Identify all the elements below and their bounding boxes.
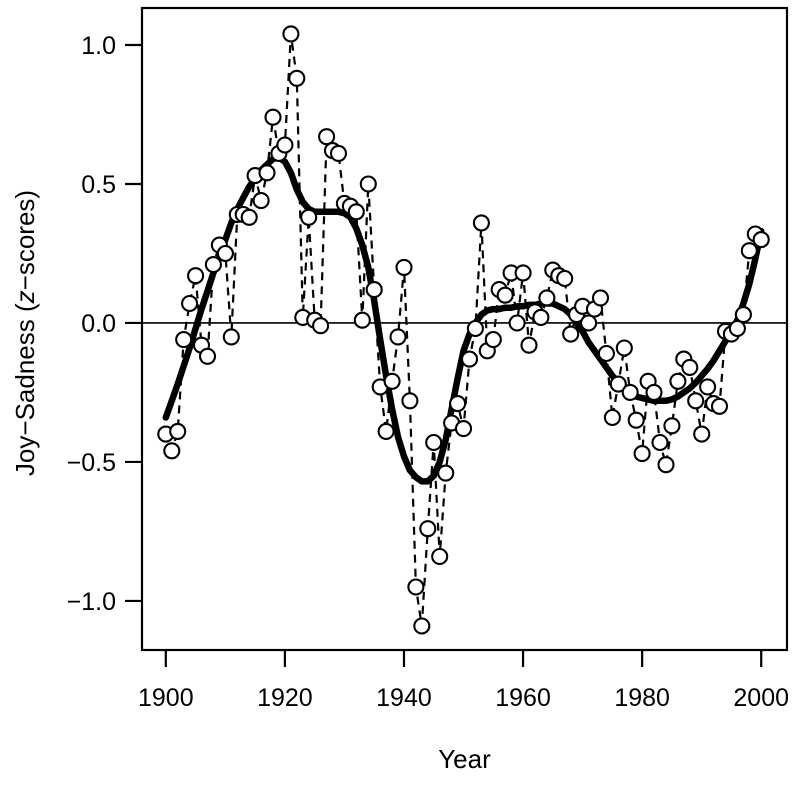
data-point-marker	[329, 144, 348, 162]
data-point-marker	[383, 372, 401, 390]
plot-border	[140, 6, 789, 652]
data-point-marker	[282, 25, 300, 43]
data-point-marker	[204, 256, 222, 274]
data-point-marker	[377, 422, 395, 440]
data-point-marker	[520, 336, 538, 354]
y-tick-label: 0.5	[81, 171, 116, 199]
data-point-marker	[603, 408, 621, 427]
data-point-marker	[627, 411, 645, 429]
data-point-marker	[651, 433, 669, 452]
data-point-marker	[514, 264, 532, 282]
data-point-marker	[395, 258, 413, 276]
data-point-marker	[609, 375, 627, 393]
y-tick-label: −1.0	[67, 588, 116, 616]
x-axis: 1900 1920 1940 1960 1980 2000	[138, 650, 789, 712]
data-point-marker	[460, 350, 479, 368]
data-point-marker	[252, 192, 270, 210]
data-point-marker	[300, 208, 318, 226]
data-point-marker	[431, 547, 449, 566]
x-tick-label: 1900	[138, 684, 194, 712]
data-point-marker	[466, 319, 484, 338]
data-point-marker	[740, 242, 758, 260]
data-point-marker	[169, 422, 187, 440]
data-point-marker	[562, 325, 580, 343]
data-point-marker	[240, 208, 258, 226]
data-point-marker	[710, 397, 729, 415]
y-axis-title: Joy−Sadness (z−scores)	[10, 190, 40, 476]
data-point-marker	[163, 442, 181, 460]
data-point-marker	[365, 281, 383, 299]
data-point-marker	[508, 314, 526, 332]
data-point-marker	[669, 372, 687, 390]
data-point-marker	[615, 339, 633, 357]
data-point-marker	[288, 69, 306, 87]
data-point-marker	[633, 445, 651, 463]
data-point-marker	[734, 306, 752, 324]
data-point-marker	[484, 331, 502, 349]
data-point-marker	[532, 308, 550, 326]
data-point-marker	[681, 358, 699, 376]
data-point-marker	[472, 214, 490, 232]
data-point-marker	[181, 294, 199, 313]
x-tick-label: 2000	[733, 684, 789, 712]
data-point-marker	[187, 267, 205, 285]
data-point-marker	[401, 392, 419, 410]
data-point-markers	[157, 25, 770, 635]
data-point-marker	[699, 378, 717, 396]
y-tick-label: 1.0	[81, 32, 116, 60]
data-point-marker	[449, 395, 467, 413]
data-point-marker	[312, 317, 330, 335]
data-point-marker	[175, 331, 193, 349]
data-point-marker	[198, 347, 217, 365]
data-point-marker	[359, 175, 377, 193]
data-point-marker	[728, 319, 746, 338]
x-tick-label: 1980	[614, 684, 670, 712]
data-point-marker	[556, 269, 574, 288]
y-axis: −1.0 −0.5 0.0 0.5 1.0	[67, 32, 142, 616]
data-point-marker	[496, 286, 514, 304]
data-point-marker	[752, 231, 770, 249]
data-point-marker	[264, 108, 282, 126]
data-point-marker	[580, 314, 598, 332]
data-point-marker	[318, 128, 336, 146]
data-point-marker	[454, 420, 473, 438]
data-point-marker	[347, 203, 365, 221]
annual-series-line	[164, 33, 762, 627]
data-point-marker	[413, 617, 431, 635]
data-point-marker	[425, 433, 443, 452]
data-point-marker	[591, 289, 610, 307]
data-point-marker	[645, 383, 663, 401]
x-tick-label: 1960	[495, 684, 551, 712]
data-point-marker	[663, 417, 681, 435]
data-point-marker	[419, 520, 437, 538]
data-point-marker	[437, 464, 455, 482]
data-point-marker	[222, 328, 240, 346]
data-point-marker	[216, 244, 234, 263]
data-point-marker	[687, 392, 705, 410]
data-point-marker	[258, 164, 276, 182]
data-point-marker	[538, 289, 556, 307]
x-tick-label: 1920	[257, 684, 313, 712]
y-tick-label: −0.5	[67, 449, 116, 477]
data-point-marker	[389, 328, 407, 346]
x-axis-title: Year	[438, 744, 491, 774]
data-point-marker	[597, 344, 615, 363]
data-point-marker	[693, 425, 711, 443]
data-point-marker	[353, 311, 371, 329]
data-point-marker	[276, 136, 294, 154]
y-tick-label: 0.0	[81, 310, 116, 338]
data-point-marker	[407, 578, 425, 596]
x-tick-label: 1940	[376, 684, 432, 712]
data-point-marker	[621, 383, 639, 401]
data-point-marker	[657, 456, 675, 474]
